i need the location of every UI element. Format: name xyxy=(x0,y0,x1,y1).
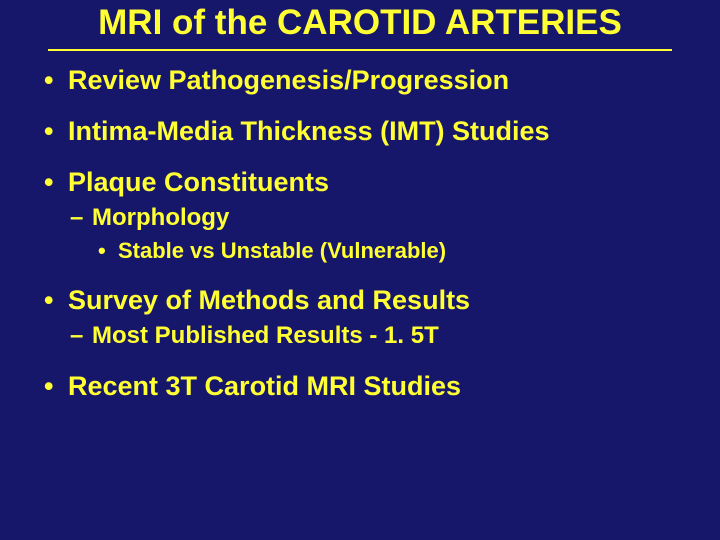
list-item: Stable vs Unstable (Vulnerable) xyxy=(92,238,680,264)
sub-sub-list: Stable vs Unstable (Vulnerable) xyxy=(92,238,680,264)
bullet-text: Morphology xyxy=(92,204,229,231)
list-item: Most Published Results - 1. 5T xyxy=(68,322,680,351)
list-item: Intima-Media Thickness (IMT) Studies xyxy=(40,116,680,147)
sub-list: Morphology Stable vs Unstable (Vulnerabl… xyxy=(68,204,680,265)
list-item: Plaque Constituents Morphology Stable vs… xyxy=(40,167,680,265)
list-item: Recent 3T Carotid MRI Studies xyxy=(40,371,680,402)
bullet-text: Plaque Constituents xyxy=(68,167,329,197)
bullet-text: Intima-Media Thickness (IMT) Studies xyxy=(68,116,550,146)
bullet-text: Review Pathogenesis/Progression xyxy=(68,65,509,95)
bullet-text: Survey of Methods and Results xyxy=(68,285,470,315)
slide-title: MRI of the CAROTID ARTERIES xyxy=(40,4,680,49)
title-underline xyxy=(48,49,672,51)
slide: MRI of the CAROTID ARTERIES Review Patho… xyxy=(0,0,720,540)
bullet-list: Review Pathogenesis/Progression Intima-M… xyxy=(40,65,680,402)
list-item: Review Pathogenesis/Progression xyxy=(40,65,680,96)
bullet-text: Recent 3T Carotid MRI Studies xyxy=(68,371,461,401)
list-item: Morphology Stable vs Unstable (Vulnerabl… xyxy=(68,204,680,265)
bullet-text: Most Published Results - 1. 5T xyxy=(92,322,439,349)
bullet-text: Stable vs Unstable (Vulnerable) xyxy=(118,238,446,263)
sub-list: Most Published Results - 1. 5T xyxy=(68,322,680,351)
list-item: Survey of Methods and Results Most Publi… xyxy=(40,285,680,351)
